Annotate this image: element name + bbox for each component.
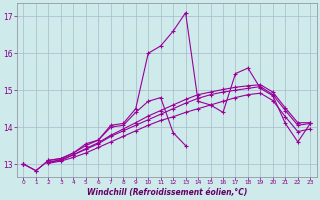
X-axis label: Windchill (Refroidissement éolien,°C): Windchill (Refroidissement éolien,°C) bbox=[87, 188, 247, 197]
